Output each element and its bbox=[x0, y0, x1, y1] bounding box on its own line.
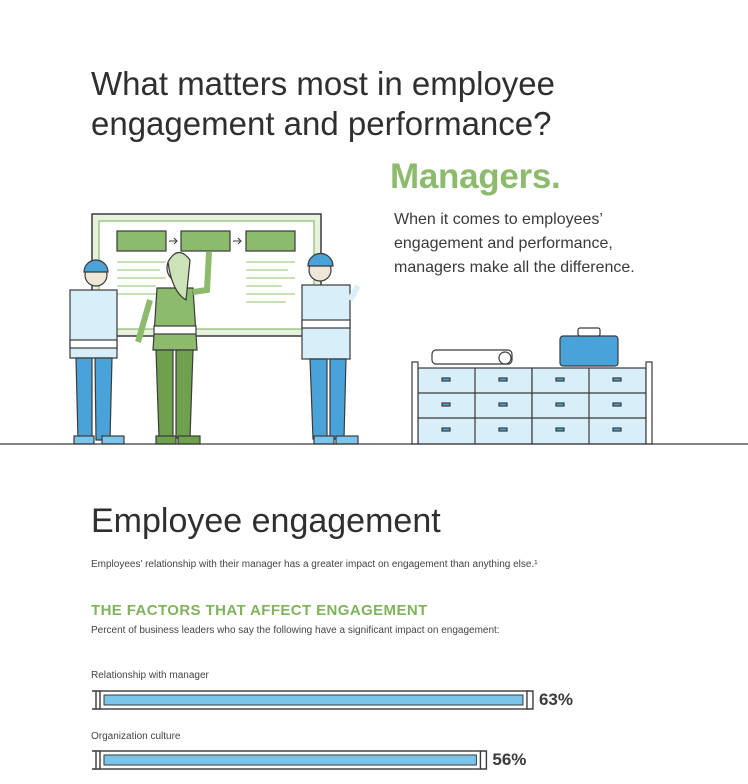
managers-heading: Managers. bbox=[390, 157, 561, 196]
headline-line-1: What matters most in employee bbox=[91, 65, 555, 102]
lead-line-3: managers make all the difference. bbox=[394, 259, 635, 276]
bar-value-label-relationship-with-manager: 63% bbox=[538, 690, 573, 709]
bar-cap-right-organization-culture bbox=[480, 750, 488, 770]
lead-line-2: engagement and performance, bbox=[394, 235, 613, 252]
section-intro: Employees’ relationship with their manag… bbox=[91, 559, 538, 570]
cabinet-graphic bbox=[411, 327, 653, 445]
lead-line-1: When it comes to employees’ bbox=[394, 211, 603, 228]
bar-organization-culture bbox=[103, 754, 477, 766]
bar-cap-left-organization-culture bbox=[92, 750, 100, 770]
worker-left-figure bbox=[69, 259, 125, 445]
worker-right-figure bbox=[301, 252, 361, 445]
page-headline: What matters most in employee engagement… bbox=[91, 64, 691, 144]
worker-middle-figure bbox=[135, 251, 212, 445]
workers-illustration bbox=[0, 213, 748, 445]
lead-paragraph: When it comes to employees’ engagement a… bbox=[394, 208, 694, 280]
bar-cap-left-relationship-with-manager bbox=[92, 690, 100, 710]
section-title: Employee engagement bbox=[91, 502, 441, 540]
bar-cap-right-relationship-with-manager bbox=[526, 690, 534, 710]
bar-label-organization-culture: Organization culture bbox=[91, 731, 181, 742]
headline-line-2: engagement and performance? bbox=[91, 105, 552, 142]
bar-label-relationship-with-manager: Relationship with manager bbox=[91, 670, 209, 681]
chart-title: THE FACTORS THAT AFFECT ENGAGEMENT bbox=[91, 602, 428, 619]
bar-value-label-organization-culture: 56% bbox=[492, 750, 527, 769]
chart-subtitle: Percent of business leaders who say the … bbox=[91, 625, 500, 636]
bar-relationship-with-manager bbox=[103, 694, 524, 706]
